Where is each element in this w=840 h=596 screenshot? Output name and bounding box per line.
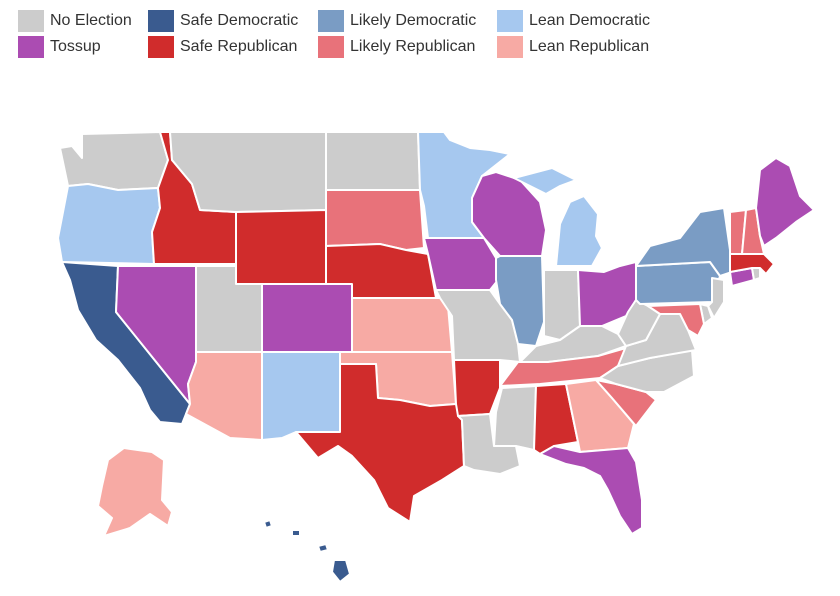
state-north-dakota[interactable] xyxy=(325,131,421,191)
map-legend: No Election Safe Democratic Likely Democ… xyxy=(0,0,840,70)
state-south-dakota[interactable] xyxy=(325,189,425,251)
legend-label-lean-republican: Lean Republican xyxy=(529,38,650,55)
legend-item-safe-republican: Safe Republican xyxy=(148,36,297,58)
legend-swatch-no-election xyxy=(18,10,44,32)
state-oregon[interactable] xyxy=(57,183,161,265)
legend-swatch-safe-republican xyxy=(148,36,174,58)
state-colorado[interactable] xyxy=(261,283,353,353)
legend-item-lean-democratic: Lean Democratic xyxy=(497,10,650,32)
state-new-york[interactable] xyxy=(635,207,733,277)
state-kansas[interactable] xyxy=(351,297,453,353)
legend-swatch-lean-republican xyxy=(497,36,523,58)
legend-swatch-lean-democratic xyxy=(497,10,523,32)
state-michigan[interactable] xyxy=(513,167,603,267)
legend-item-likely-democratic: Likely Democratic xyxy=(318,10,476,32)
state-mississippi[interactable] xyxy=(493,385,537,451)
legend-swatch-likely-democratic xyxy=(318,10,344,32)
legend-label-lean-democratic: Lean Democratic xyxy=(529,12,650,29)
state-pennsylvania[interactable] xyxy=(635,261,721,305)
state-iowa[interactable] xyxy=(423,237,499,291)
state-arkansas[interactable] xyxy=(453,359,501,417)
state-texas[interactable] xyxy=(295,363,465,523)
legend-item-likely-republican: Likely Republican xyxy=(318,36,475,58)
state-wisconsin[interactable] xyxy=(471,171,547,257)
legend-swatch-tossup xyxy=(18,36,44,58)
state-florida[interactable] xyxy=(539,445,643,535)
legend-label-no-election: No Election xyxy=(50,12,132,29)
legend-swatch-safe-democratic xyxy=(148,10,174,32)
state-maine[interactable] xyxy=(755,157,815,247)
state-maryland[interactable] xyxy=(647,303,705,337)
legend-item-lean-republican: Lean Republican xyxy=(497,36,649,58)
legend-label-likely-democratic: Likely Democratic xyxy=(350,12,477,29)
legend-label-likely-republican: Likely Republican xyxy=(350,38,476,55)
state-wyoming[interactable] xyxy=(235,209,327,285)
state-arizona[interactable] xyxy=(185,351,263,441)
legend-item-no-election: No Election xyxy=(18,10,132,32)
state-massachusetts[interactable] xyxy=(729,253,775,275)
state-hawaii[interactable] xyxy=(263,519,351,583)
legend-label-safe-republican: Safe Republican xyxy=(180,38,298,55)
legend-item-safe-democratic: Safe Democratic xyxy=(148,10,298,32)
state-washington[interactable] xyxy=(59,131,169,191)
state-rhode-island[interactable] xyxy=(751,267,761,281)
state-new-jersey[interactable] xyxy=(707,277,725,319)
legend-swatch-likely-republican xyxy=(318,36,344,58)
state-louisiana[interactable] xyxy=(457,413,521,475)
state-new-mexico[interactable] xyxy=(261,351,341,441)
legend-label-tossup: Tossup xyxy=(50,38,101,55)
legend-label-safe-democratic: Safe Democratic xyxy=(180,12,299,29)
legend-item-tossup: Tossup xyxy=(18,36,101,58)
state-alaska[interactable] xyxy=(97,447,173,537)
